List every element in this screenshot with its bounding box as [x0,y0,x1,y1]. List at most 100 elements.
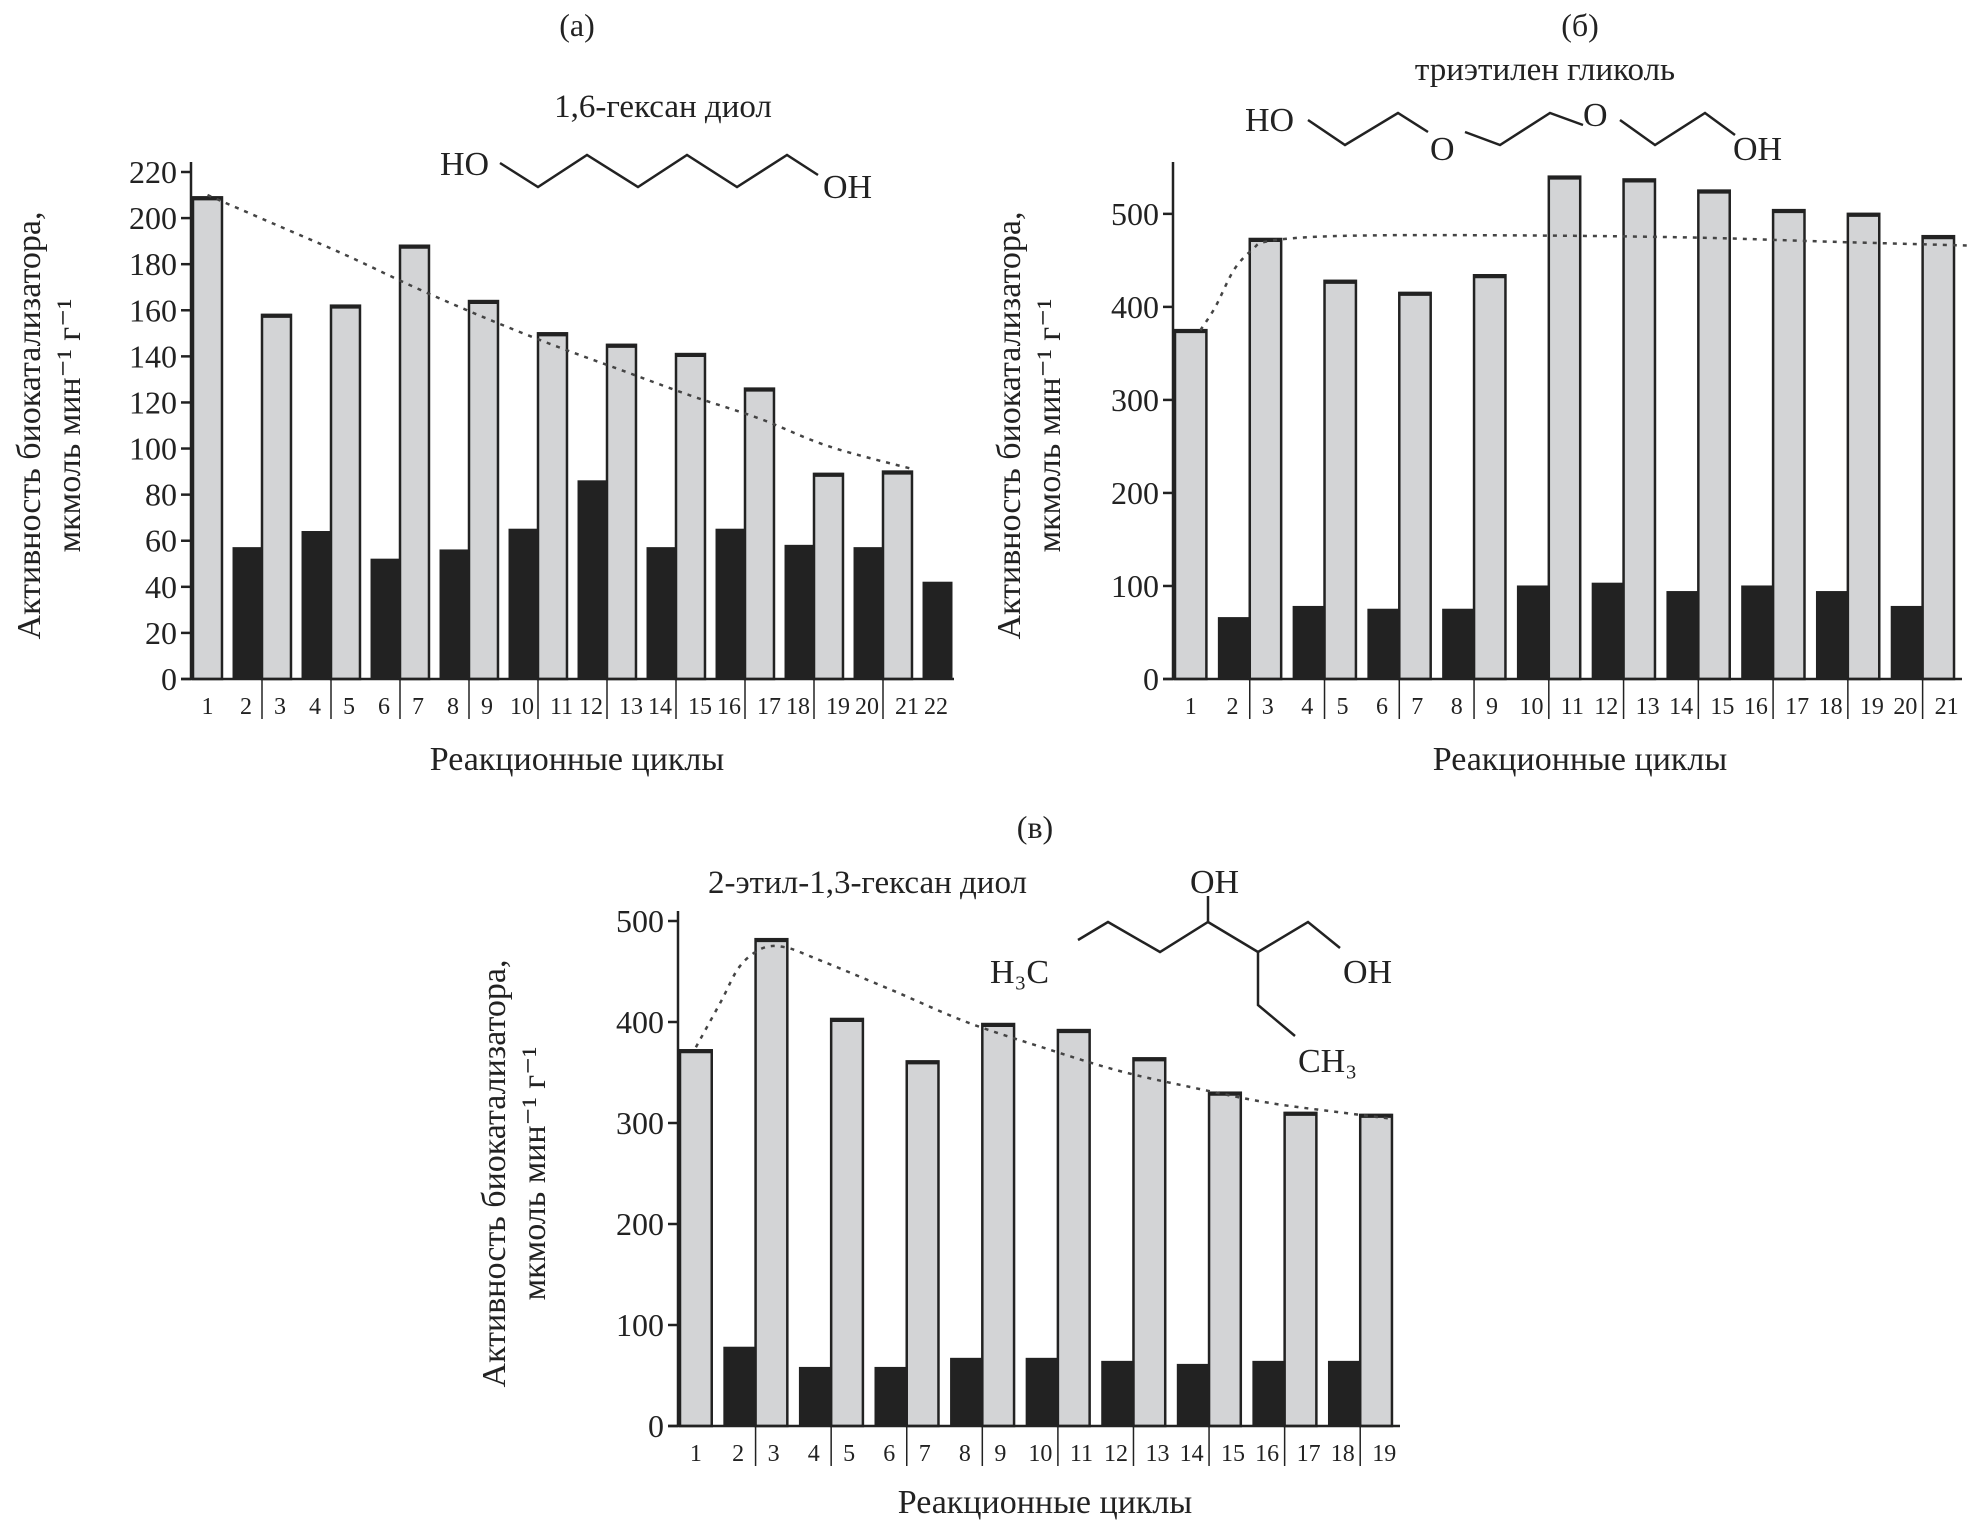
x-tick-label: 21 [1935,694,1959,720]
x-tick-label: 21 [895,694,919,720]
x-tick-label: 8 [959,1441,971,1467]
molecule-structure-b [1619,111,1736,147]
bar-cycle-4 [1292,605,1326,680]
x-tick-label: 2 [732,1441,744,1467]
x-tick-label: 6 [883,1441,895,1467]
y-tick-label: 400 [1111,289,1159,325]
bar-cycle-6 [1367,608,1400,680]
x-tick-label: 14 [1180,1441,1204,1467]
y-tick-label: 500 [616,903,664,939]
bar-cycle-5 [329,304,362,681]
molecule-structure-b [1464,111,1584,147]
y-tick-label: 200 [1111,475,1159,511]
x-tick-label: 4 [1301,694,1313,720]
bar-cycle-7 [398,244,431,681]
x-tick-label: 3 [1262,694,1274,720]
x-tick-label: 11 [1561,694,1584,720]
bar-cycle-8 [950,1357,983,1427]
bar-cycle-7 [905,1060,940,1428]
x-tick-label: 12 [1104,1441,1128,1467]
bar-cycle-3 [754,937,789,1428]
y-tick-label: 100 [1111,568,1159,604]
bar-cycle-9 [1472,274,1507,681]
y-tick-label: 0 [648,1408,664,1444]
x-tick-label: 6 [378,694,390,720]
bar-cycle-8 [1442,608,1475,680]
y-axis-label-line2: мкмоль мин⁻¹ г⁻¹ [51,299,88,553]
x-tick-label: 17 [1297,1441,1321,1467]
x-tick-label: 10 [1520,694,1544,720]
bar-cycle-3 [260,313,293,681]
bar-cycle-16 [715,528,746,680]
bar-cycle-14 [646,547,677,680]
x-tick-label: 12 [579,694,603,720]
structure-label: HO [440,146,489,183]
x-tick-label: 2 [240,694,252,720]
bar-cycle-2 [723,1346,757,1427]
bar-cycle-17 [1771,208,1806,681]
bar-cycle-11 [1547,175,1582,681]
bar-cycle-9 [467,299,500,681]
x-axis-label: Реакционные циклы [430,741,725,778]
x-tick-label: 12 [1594,694,1618,720]
panel-label: (б) [1561,7,1599,43]
x-tick-label: 1 [690,1441,702,1467]
structure-label: OH [823,169,872,206]
bar-cycle-17 [743,387,776,681]
bar-cycle-15 [1697,189,1731,681]
y-tick-label: 200 [616,1206,664,1242]
x-tick-label: 18 [786,694,810,720]
bar-cycle-10 [1025,1357,1059,1427]
bar-cycle-2 [232,547,263,680]
compound-name-b: триэтилен гликоль [1415,52,1675,88]
x-tick-label: 15 [688,694,712,720]
x-tick-label: 17 [757,694,781,720]
bar-cycle-13 [605,343,638,681]
bar-cycle-21 [881,470,914,681]
x-tick-label: 15 [1221,1441,1245,1467]
y-tick-label: 160 [129,292,177,328]
x-tick-label: 5 [1337,694,1349,720]
bar-cycle-16 [1741,585,1774,680]
bar-cycle-13 [1622,178,1657,681]
bar-cycle-20 [1890,605,1924,680]
molecule-structure-b [1307,111,1429,147]
x-tick-label: 8 [1451,694,1463,720]
bar-cycle-10 [508,528,539,680]
trend-line [694,944,1394,1121]
bar-cycle-3 [1248,237,1283,681]
bar-cycle-2 [1217,617,1251,680]
y-tick-label: 100 [616,1307,664,1343]
y-axis-label-line2: мкмоль мин⁻¹ г⁻¹ [516,1047,553,1301]
bar-cycle-6 [370,558,401,680]
x-tick-label: 5 [843,1441,855,1467]
bar-cycle-14 [1176,1363,1210,1427]
trend-line [1199,233,1967,331]
x-tick-label: 9 [994,1441,1006,1467]
molecule-structure-c [1077,920,1341,954]
molecule-structure-c [1256,952,1296,1037]
bar-cycle-1 [678,1049,713,1428]
y-tick-label: 40 [145,569,177,605]
structure-label: O [1583,97,1608,134]
x-tick-label: 10 [510,694,534,720]
x-tick-label: 19 [1860,694,1884,720]
y-axis-label-line1: Активность биокатализатора, [476,960,513,1388]
x-tick-label: 1 [1185,694,1197,720]
x-tick-label: 16 [717,694,741,720]
y-tick-label: 80 [145,477,177,513]
bar-cycle-20 [853,547,884,680]
x-tick-label: 6 [1376,694,1388,720]
x-axis-label: Реакционные циклы [1433,741,1728,778]
x-tick-label: 10 [1028,1441,1052,1467]
panel-label: (а) [559,7,595,43]
panel-label: (в) [1017,809,1053,845]
x-tick-label: 15 [1710,694,1734,720]
y-tick-label: 300 [1111,382,1159,418]
bar-cycle-10 [1516,585,1550,680]
bar-cycle-4 [301,531,332,680]
structure-label: CH₃ [1298,1043,1357,1080]
bar-cycle-19 [1846,212,1881,681]
y-tick-label: 0 [161,661,177,697]
